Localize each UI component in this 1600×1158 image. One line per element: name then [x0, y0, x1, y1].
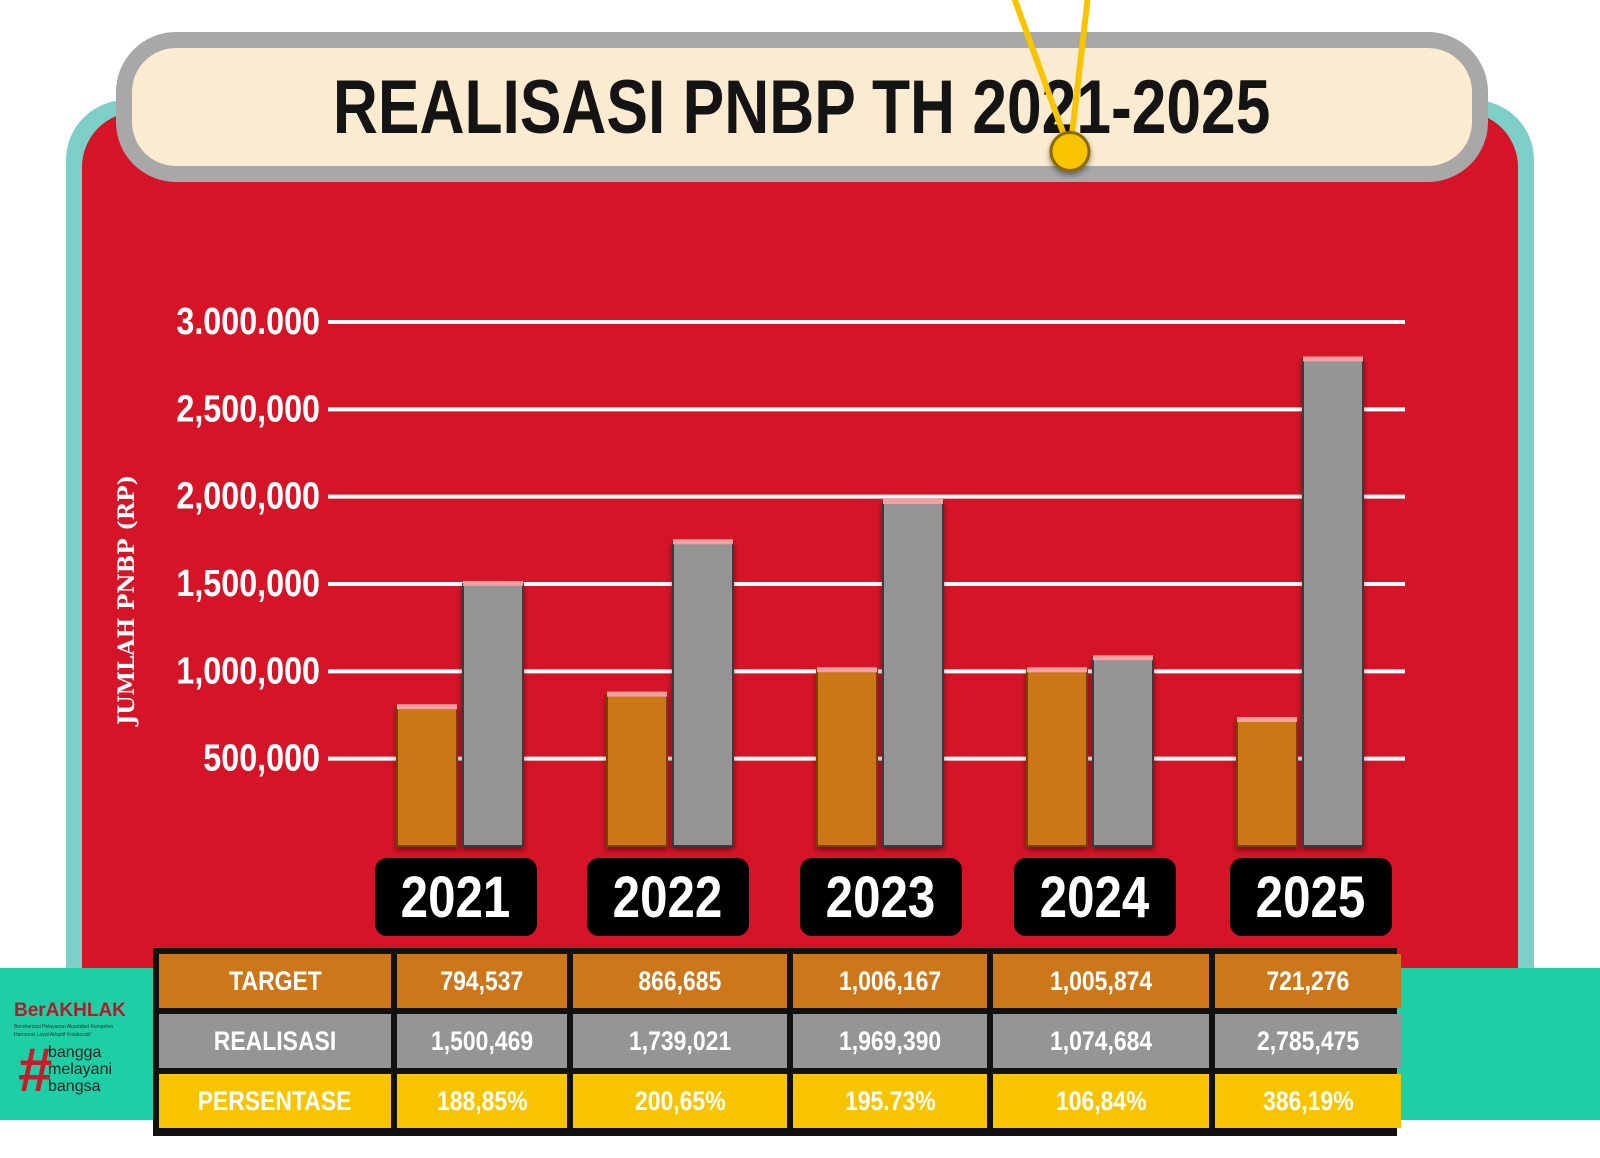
bar-realisasi [1092, 657, 1154, 847]
bar-realisasi [672, 541, 734, 847]
table-cell: 1,739,021 [573, 1014, 787, 1068]
year-badge-2025: 2025 [1230, 858, 1392, 936]
table-cell: 195.73% [793, 1074, 987, 1128]
bar-realisasi [462, 582, 524, 847]
table-cell: 1,500,469 [397, 1014, 567, 1068]
bar-realisasi-cap [883, 499, 943, 505]
persentase-point [1049, 131, 1091, 173]
y-tick-label: 2,000,000 [176, 475, 320, 517]
bar-realisasi-cap [463, 580, 523, 586]
year-badge-2024: 2024 [1014, 858, 1176, 936]
table-cell: 1,005,874 [993, 954, 1209, 1008]
year-label: 2022 [613, 864, 723, 930]
bar-realisasi-cap [673, 539, 733, 545]
bar-target-cap [607, 691, 667, 697]
berakhlak-logo: BerAKHLAK Berorientasi Pelayanan Akuntab… [14, 1000, 154, 1110]
bar-realisasi [1302, 358, 1364, 847]
table-row-label-realisasi: REALISASI [159, 1014, 391, 1068]
persentase-line [1011, 0, 1091, 155]
data-table: TARGET 794,537 866,685 1,006,167 1,005,8… [153, 948, 1401, 1136]
logo-brand: BerAKHLAK [14, 1000, 126, 1021]
logo-words: bangga melayani bangsa [48, 1044, 112, 1095]
y-tick-label: 1,000,000 [176, 650, 320, 692]
table-cell: 200,65% [573, 1074, 787, 1128]
logo-tagline-1: Berorientasi Pelayanan Akuntabel Kompete… [14, 1024, 114, 1030]
bar-target-cap [1027, 667, 1087, 673]
year-label: 2023 [826, 864, 936, 930]
table-cell: 1,969,390 [793, 1014, 987, 1068]
bar-target [816, 669, 878, 847]
y-tick-label: 2,500,000 [176, 388, 320, 430]
title-banner: REALISASI PNBP TH 2021-2025 [116, 32, 1488, 182]
bar-target [606, 693, 668, 847]
y-tick-label: 3.000.000 [176, 301, 320, 343]
year-badge-2023: 2023 [800, 858, 962, 936]
bar-target-cap [397, 704, 457, 710]
year-badge-2021: 2021 [375, 858, 537, 936]
hashtag-icon: # [18, 1036, 53, 1105]
table-row-label-persentase: PERSENTASE [159, 1074, 391, 1128]
table-cell: 386,19% [1215, 1074, 1401, 1128]
bar-target-cap [817, 667, 877, 673]
bar-target [1026, 669, 1088, 847]
table-cell: 721,276 [1215, 954, 1401, 1008]
table-cell: 106,84% [993, 1074, 1209, 1128]
table-cell: 2,785,475 [1215, 1014, 1401, 1068]
bar-target [396, 706, 458, 848]
logo-word: bangga [48, 1044, 102, 1061]
table-cell: 1,074,684 [993, 1014, 1209, 1068]
table-cell: 866,685 [573, 954, 787, 1008]
year-label: 2025 [1256, 864, 1366, 930]
y-tick-label: 500,000 [203, 737, 320, 779]
bar-target-cap [1237, 717, 1297, 723]
y-axis-label: JUMLAH PNBP (RP) [114, 474, 140, 726]
bar-target [1236, 719, 1298, 848]
logo-tagline-2: Harmonis Loyal Adaptif Kolaboratif [14, 1032, 91, 1038]
table-row-label-target: TARGET [159, 954, 391, 1008]
table-cell: 188,85% [397, 1074, 567, 1128]
y-tick-label: 1,500,000 [176, 563, 320, 605]
bar-realisasi [882, 501, 944, 847]
bar-realisasi-cap [1093, 655, 1153, 661]
logo-word: melayani [48, 1061, 113, 1078]
table-cell: 1,006,167 [793, 954, 987, 1008]
table-cell: 794,537 [397, 954, 567, 1008]
year-badge-2022: 2022 [587, 858, 749, 936]
logo-word: bangsa [48, 1078, 101, 1095]
year-label: 2024 [1040, 864, 1150, 930]
year-label: 2021 [401, 864, 511, 930]
bar-realisasi-cap [1303, 356, 1363, 362]
page-title: REALISASI PNBP TH 2021-2025 [333, 64, 1271, 150]
